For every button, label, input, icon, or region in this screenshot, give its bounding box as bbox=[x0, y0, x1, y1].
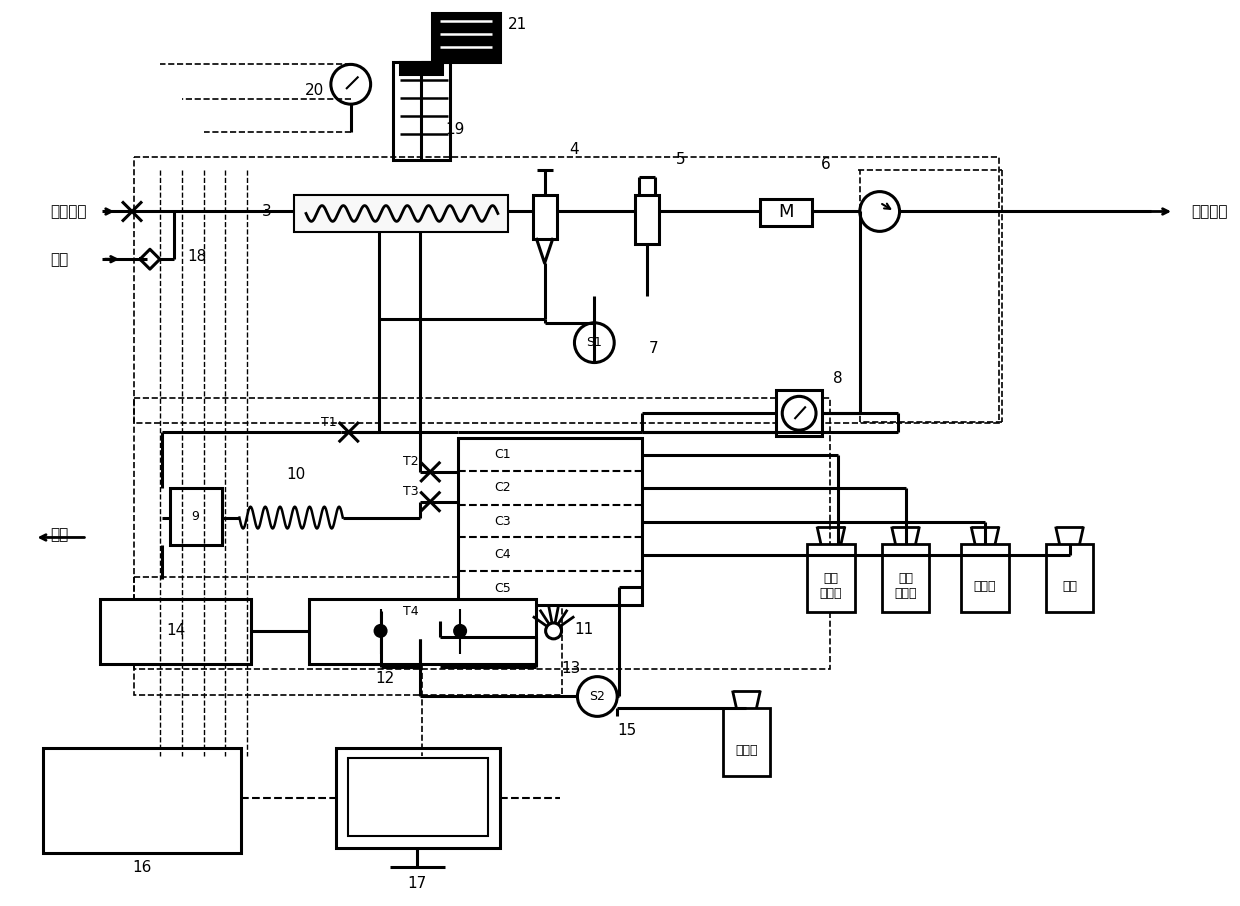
Circle shape bbox=[454, 625, 466, 637]
Text: 12: 12 bbox=[374, 671, 394, 686]
Bar bbox=[961, 545, 1009, 612]
Bar bbox=[723, 708, 770, 776]
Text: 3: 3 bbox=[262, 204, 272, 219]
Bar bbox=[100, 599, 252, 664]
Text: 标液: 标液 bbox=[1063, 580, 1078, 593]
Bar bbox=[635, 195, 658, 245]
Text: 20: 20 bbox=[305, 82, 325, 98]
Text: C4: C4 bbox=[495, 548, 511, 561]
Text: 9: 9 bbox=[192, 510, 200, 523]
Bar bbox=[309, 599, 536, 664]
Text: 21: 21 bbox=[508, 17, 527, 32]
Circle shape bbox=[578, 677, 618, 717]
Circle shape bbox=[546, 623, 562, 639]
Text: M: M bbox=[779, 204, 794, 221]
Circle shape bbox=[374, 625, 387, 637]
Circle shape bbox=[574, 323, 614, 362]
Bar bbox=[170, 487, 222, 545]
Text: 14: 14 bbox=[166, 623, 186, 639]
Bar bbox=[134, 399, 830, 669]
Text: 6: 6 bbox=[821, 158, 831, 172]
Bar bbox=[134, 577, 562, 695]
Bar bbox=[533, 195, 557, 239]
Text: C1: C1 bbox=[495, 448, 511, 461]
Text: 19: 19 bbox=[445, 122, 465, 138]
Text: T1: T1 bbox=[321, 416, 337, 429]
Text: S1: S1 bbox=[587, 336, 603, 349]
Text: 吸收液: 吸收液 bbox=[973, 580, 996, 593]
Text: 18: 18 bbox=[187, 249, 206, 264]
Bar bbox=[1045, 545, 1094, 612]
Text: C5: C5 bbox=[495, 582, 511, 594]
Text: 16: 16 bbox=[133, 860, 151, 875]
Bar bbox=[433, 13, 500, 63]
Bar bbox=[807, 545, 854, 612]
Text: 4: 4 bbox=[569, 142, 579, 158]
Text: 15: 15 bbox=[618, 723, 637, 737]
Text: C2: C2 bbox=[495, 481, 511, 495]
Text: 清洗液: 清洗液 bbox=[735, 744, 758, 757]
Bar bbox=[458, 439, 642, 605]
Text: 11: 11 bbox=[575, 622, 594, 638]
Text: T2: T2 bbox=[403, 456, 418, 468]
Text: 8: 8 bbox=[833, 371, 843, 386]
Bar bbox=[760, 198, 812, 226]
Text: 7: 7 bbox=[650, 342, 658, 356]
Text: 样气出口: 样气出口 bbox=[1190, 204, 1228, 219]
Bar bbox=[336, 748, 500, 848]
Text: 5: 5 bbox=[676, 152, 686, 168]
Text: 零气: 零气 bbox=[51, 252, 68, 266]
Bar bbox=[776, 390, 822, 436]
Text: 废液: 废液 bbox=[51, 527, 68, 542]
Circle shape bbox=[859, 191, 899, 231]
Text: C3: C3 bbox=[495, 516, 511, 528]
Text: 第二
显色液: 第二 显色液 bbox=[820, 573, 842, 600]
Bar bbox=[347, 758, 489, 835]
Text: 10: 10 bbox=[286, 467, 306, 482]
Bar bbox=[882, 545, 930, 612]
Bar bbox=[42, 748, 242, 853]
Text: 第一
显色液: 第一 显色液 bbox=[894, 573, 916, 600]
Text: 13: 13 bbox=[562, 661, 582, 676]
Circle shape bbox=[782, 396, 816, 430]
Text: 样气入口: 样气入口 bbox=[51, 204, 87, 219]
Bar bbox=[134, 157, 999, 423]
Text: S2: S2 bbox=[589, 690, 605, 703]
Bar bbox=[393, 63, 450, 159]
Circle shape bbox=[331, 64, 371, 104]
Bar bbox=[294, 195, 508, 232]
Text: T4: T4 bbox=[403, 604, 418, 618]
Bar bbox=[401, 63, 443, 74]
Text: 17: 17 bbox=[408, 876, 427, 891]
Text: T3: T3 bbox=[403, 486, 418, 498]
